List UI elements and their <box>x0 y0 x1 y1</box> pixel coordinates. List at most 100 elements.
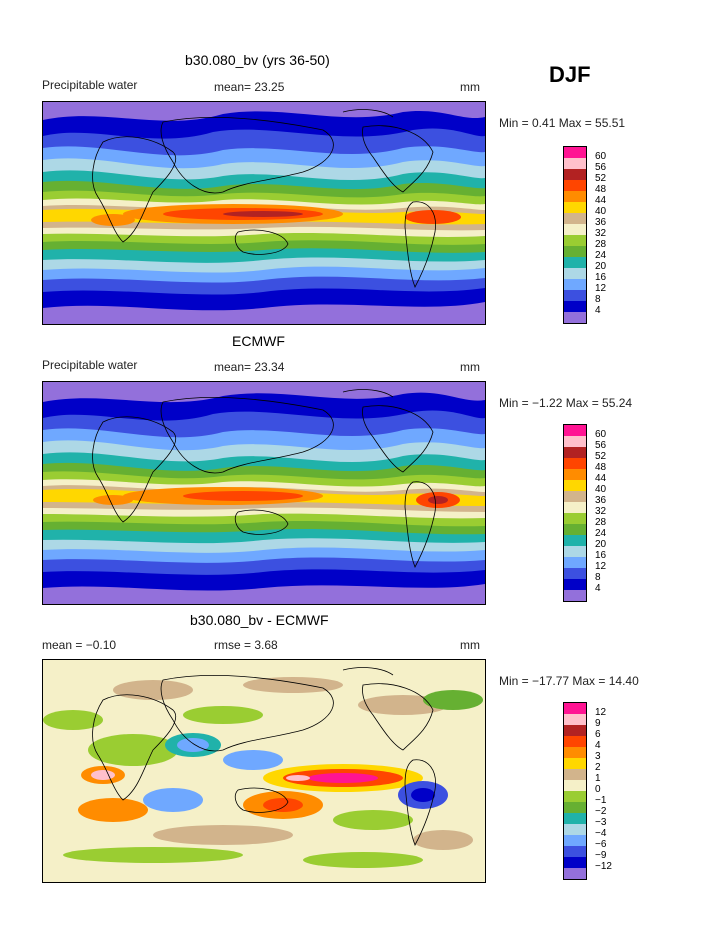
panel1-map <box>42 101 486 325</box>
panel2-colorbar-swatch <box>564 469 586 480</box>
panel3-colorbar-swatch <box>564 824 586 835</box>
panel1-mean: mean= 23.25 <box>214 80 285 94</box>
panel1-colorbar-label: 8 <box>595 294 601 305</box>
panel2-colorbar-label: 8 <box>595 572 601 583</box>
panel2-colorbar-label: 48 <box>595 462 607 473</box>
panel2-colorbar-label: 44 <box>595 473 607 484</box>
panel3-colorbar-label: −3 <box>595 817 607 828</box>
panel1-min-max: Min = 0.41 Max = 55.51 <box>499 116 626 130</box>
panel1-colorbar-swatch <box>564 235 586 246</box>
panel1-variable-label: Precipitable water <box>42 78 138 92</box>
panel2-colorbar-swatch <box>564 590 586 601</box>
panel2-colorbar-swatch <box>564 436 586 447</box>
panel2-colorbar-swatch <box>564 546 586 557</box>
panel2-title: ECMWF <box>232 333 285 349</box>
panel1-colorbar-label: 24 <box>595 250 607 261</box>
panel3-colorbar-swatch <box>564 736 586 747</box>
panel2-colorbar-label: 40 <box>595 484 607 495</box>
panel2-colorbar-label: 16 <box>595 550 607 561</box>
panel3-colorbar-label: 2 <box>595 762 601 773</box>
panel2-colorbar-swatch <box>564 425 586 436</box>
panel1-colorbar-label: 12 <box>595 283 607 294</box>
panel1-colorbar-swatch <box>564 191 586 202</box>
panel2-colorbar-swatch <box>564 557 586 568</box>
panel1-colorbar-label: 40 <box>595 206 607 217</box>
panel1-colorbar-label: 4 <box>595 305 601 316</box>
panel1-colorbar-label: 36 <box>595 217 607 228</box>
panel3-colorbar-swatch <box>564 769 586 780</box>
panel3-colorbar-swatch <box>564 813 586 824</box>
panel1-colorbar-swatch <box>564 147 586 158</box>
panel3-colorbar-swatch <box>564 780 586 791</box>
panel2-colorbar-label: 36 <box>595 495 607 506</box>
panel2-colorbar-swatch <box>564 513 586 524</box>
panel2-colorbar-label: 28 <box>595 517 607 528</box>
panel3-min-max: Min = −17.77 Max = 14.40 <box>499 674 639 688</box>
panel2-colorbar-swatch <box>564 579 586 590</box>
panel2-colorbar-label: 60 <box>595 429 607 440</box>
panel1-colorbar-swatch <box>564 312 586 323</box>
panel3-colorbar-label: 3 <box>595 751 601 762</box>
panel3-units: mm <box>460 638 480 652</box>
panel2-map <box>42 381 486 605</box>
panel3-colorbar-swatch <box>564 857 586 868</box>
season-label: DJF <box>549 62 591 87</box>
panel1-colorbar-swatch <box>564 169 586 180</box>
panel1-colorbar-swatch <box>564 202 586 213</box>
panel2-min-max: Min = −1.22 Max = 55.24 <box>499 396 633 410</box>
panel2-colorbar-label: 52 <box>595 451 607 462</box>
panel3-colorbar-swatch <box>564 868 586 879</box>
panel3-colorbar-label: −1 <box>595 795 607 806</box>
panel3-colorbar-swatch <box>564 747 586 758</box>
panel2-colorbar-swatch <box>564 491 586 502</box>
panel3-colorbar-swatch <box>564 802 586 813</box>
panel1-colorbar-label: 32 <box>595 228 607 239</box>
panel1-colorbar <box>563 146 587 324</box>
panel2-field <box>43 382 485 604</box>
panel1-field <box>43 102 485 324</box>
panel3-colorbar-label: 1 <box>595 773 601 784</box>
panel1-colorbar-swatch <box>564 257 586 268</box>
panel2-colorbar-label: 32 <box>595 506 607 517</box>
panel1-colorbar-swatch <box>564 301 586 312</box>
panel2-colorbar-swatch <box>564 568 586 579</box>
panel2-colorbar-label: 20 <box>595 539 607 550</box>
panel1-colorbar-label: 48 <box>595 184 607 195</box>
panel2-colorbar <box>563 424 587 602</box>
panel1-colorbar-label: 60 <box>595 151 607 162</box>
panel3-colorbar-swatch <box>564 758 586 769</box>
panel3-mean: mean = −0.10 <box>42 638 117 652</box>
panel2-colorbar-label: 56 <box>595 440 607 451</box>
panel3-colorbar-label: −12 <box>595 861 612 872</box>
panel2-colorbar-swatch <box>564 447 586 458</box>
panel2-units: mm <box>460 360 480 374</box>
panel1-colorbar-label: 44 <box>595 195 607 206</box>
panel2-colorbar-swatch <box>564 524 586 535</box>
panel2-colorbar-swatch <box>564 480 586 491</box>
panel2-colorbar-swatch <box>564 535 586 546</box>
panel1-colorbar-label: 20 <box>595 261 607 272</box>
panel3-colorbar-swatch <box>564 725 586 736</box>
panel1-colorbar-swatch <box>564 180 586 191</box>
panel1-colorbar-swatch <box>564 290 586 301</box>
panel3-colorbar-label: 0 <box>595 784 601 795</box>
panel2-variable-label: Precipitable water <box>42 358 138 372</box>
panel1-colorbar-swatch <box>564 246 586 257</box>
panel3-colorbar-label: 4 <box>595 740 601 751</box>
panel1-colorbar-swatch <box>564 224 586 235</box>
panel1-colorbar-swatch <box>564 279 586 290</box>
panel3-colorbar-label: −2 <box>595 806 607 817</box>
panel1-colorbar-label: 56 <box>595 162 607 173</box>
panel1-colorbar-swatch <box>564 268 586 279</box>
panel2-colorbar-label: 4 <box>595 583 601 594</box>
panel1-colorbar-label: 52 <box>595 173 607 184</box>
panel3-rmse: rmse = 3.68 <box>214 638 278 652</box>
panel3-colorbar-label: −4 <box>595 828 607 839</box>
panel1-colorbar-label: 28 <box>595 239 607 250</box>
panel2-colorbar-swatch <box>564 458 586 469</box>
panel1-colorbar-swatch <box>564 213 586 224</box>
panel3-colorbar <box>563 702 587 880</box>
panel1-colorbar-swatch <box>564 158 586 169</box>
panel2-colorbar-label: 12 <box>595 561 607 572</box>
panel2-colorbar-swatch <box>564 502 586 513</box>
